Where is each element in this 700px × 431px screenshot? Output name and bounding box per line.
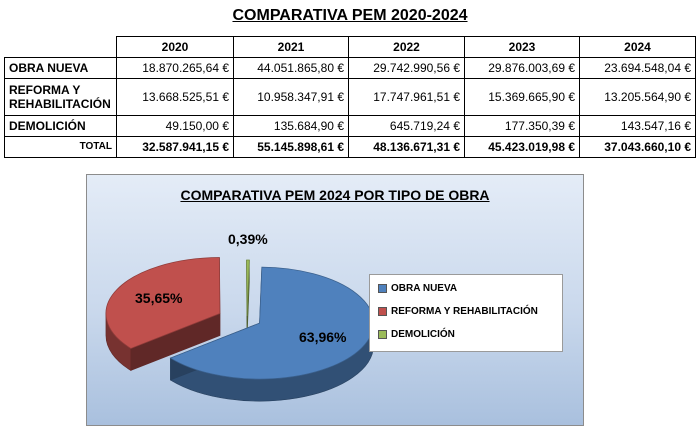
legend-label: REFORMA Y REHABILITACIÓN [391,306,538,317]
legend-swatch [378,283,387,293]
row-label: REFORMA Y REHABILITACIÓN [4,78,117,116]
table-cell: 55.145.898,61 € [233,136,349,158]
table-cell: 177.350,39 € [464,115,580,137]
table-cell: 645.719,24 € [348,115,465,137]
table-cell: 17.747.961,51 € [348,78,465,116]
table-row-demolicion: DEMOLICIÓN 49.150,00 € 135.684,90 € 645.… [4,115,696,137]
pie-chart [105,257,374,402]
pie-slice-label: 63,96% [299,329,347,345]
table-cell: 15.369.665,90 € [464,78,580,116]
year-header: 2020 [116,36,234,58]
row-label-line: REHABILITACIÓN [9,97,111,111]
table-cell: 135.684,90 € [233,115,349,137]
pie-slice [169,266,374,380]
table-header-corner [4,36,117,58]
row-label-line: REFORMA Y [9,83,81,97]
table-cell: 32.587.941,15 € [116,136,234,158]
pie-slice-label: 35,65% [135,290,183,306]
legend-label: DEMOLICIÓN [391,329,455,340]
table-cell: 18.870.265,64 € [116,57,234,79]
pie-slice [246,259,250,317]
table-header-row: 2020 2021 2022 2023 2024 [4,36,696,58]
legend-item: DEMOLICIÓN [378,329,455,340]
year-header: 2022 [348,36,465,58]
table-cell: 143.547,16 € [579,115,696,137]
year-header: 2024 [579,36,696,58]
row-label: DEMOLICIÓN [4,115,117,137]
row-label: TOTAL [4,136,117,158]
pie-tops [105,257,374,380]
table-row-obra-nueva: OBRA NUEVA 18.870.265,64 € 44.051.865,80… [4,57,696,79]
table-cell: 37.043.660,10 € [579,136,696,158]
row-label: OBRA NUEVA [4,57,117,79]
pem-comparison-table: 2020 2021 2022 2023 2024 OBRA NUEVA 18.8… [4,36,696,158]
table-cell: 29.876.003,69 € [464,57,580,79]
pie-chart-panel: COMPARATIVA PEM 2024 POR TIPO DE OBRA 63… [86,174,584,426]
table-row-reforma: REFORMA Y REHABILITACIÓN 13.668.525,51 €… [4,78,696,116]
table-cell: 49.150,00 € [116,115,234,137]
legend-swatch [378,306,387,316]
chart-title: COMPARATIVA PEM 2024 POR TIPO DE OBRA [180,187,490,203]
table-cell: 44.051.865,80 € [233,57,349,79]
legend-item: REFORMA Y REHABILITACIÓN [378,306,538,317]
pie-slice [105,257,221,349]
table-title: COMPARATIVA PEM 2020-2024 [232,7,468,24]
year-header: 2021 [233,36,349,58]
table-cell: 13.205.564,90 € [579,78,696,116]
year-header: 2023 [464,36,580,58]
table-cell: 48.136.671,31 € [348,136,465,158]
table-cell: 10.958.347,91 € [233,78,349,116]
chart-legend: OBRA NUEVA REFORMA Y REHABILITACIÓN DEMO… [369,274,563,352]
table-row-total: TOTAL 32.587.941,15 € 55.145.898,61 € 48… [4,136,696,158]
legend-label: OBRA NUEVA [391,283,458,294]
table-cell: 13.668.525,51 € [116,78,234,116]
pie-slice-label: 0,39% [228,231,268,247]
legend-item: OBRA NUEVA [378,283,457,294]
table-cell: 23.694.548,04 € [579,57,696,79]
table-cell: 29.742.990,56 € [348,57,465,79]
table-cell: 45.423.019,98 € [464,136,580,158]
legend-swatch [378,329,387,339]
